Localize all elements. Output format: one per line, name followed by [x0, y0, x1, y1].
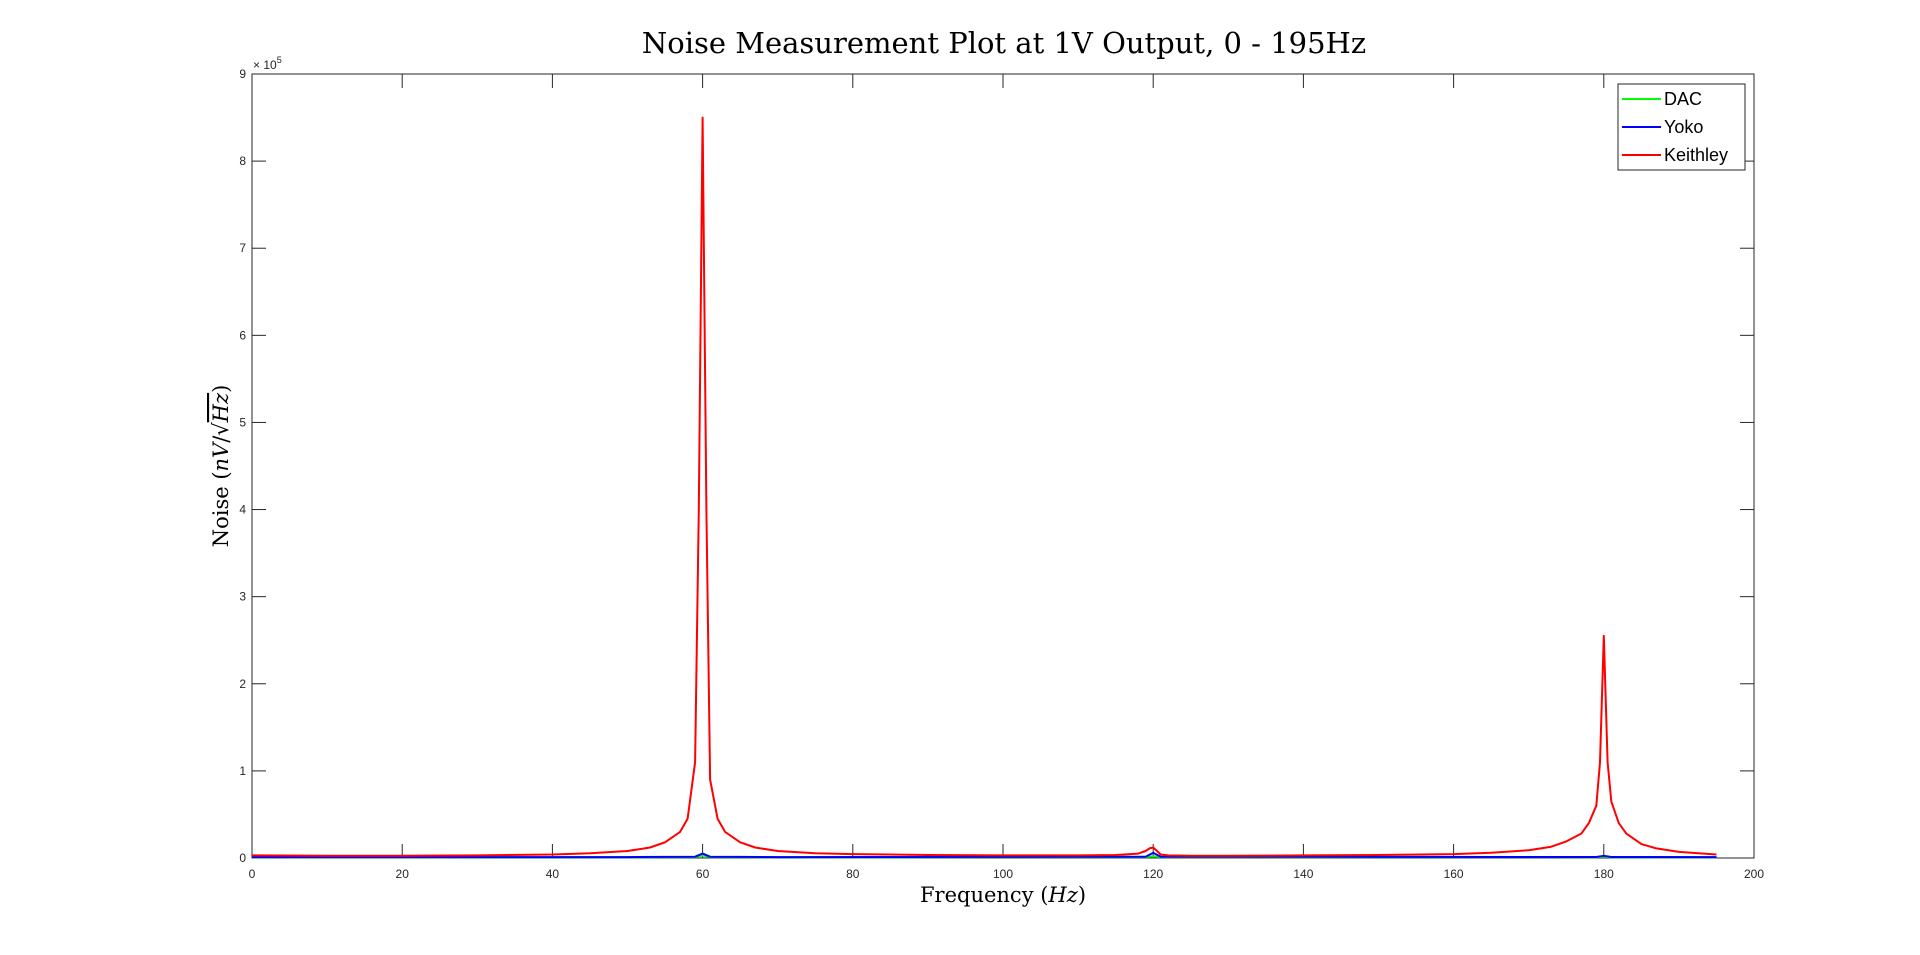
x-tick-labels: 0 20 40 60 80 100 120 140 160 180 200 — [249, 867, 1765, 881]
x-tick-label: 20 — [396, 867, 410, 881]
x-axis-label: Frequency (Hz) — [920, 883, 1086, 907]
plot-area-frame — [251, 73, 1755, 859]
y-tick-label: 8 — [239, 154, 246, 168]
y-tick-label: 1 — [239, 764, 246, 778]
legend: DAC Yoko Keithley — [1617, 83, 1746, 171]
y-tick-label: 6 — [239, 328, 246, 342]
y-axis-label: Noise (nV/√Hz) — [209, 385, 233, 548]
y-exponent-label: × 105 — [253, 55, 282, 72]
x-tick-label: 180 — [1594, 867, 1614, 881]
y-tick-label: 0 — [239, 851, 246, 865]
plot-axes: 0 20 40 60 80 100 120 140 160 180 200 0 1 2 3 4 5 6 7 8 9 — [239, 67, 1764, 881]
y-axis-label-math2: Hz — [209, 392, 233, 423]
series-line-yoko — [252, 851, 1717, 859]
x-tick-label: 40 — [546, 867, 560, 881]
series-line-keithley — [251, 116, 1717, 857]
x-tick-label: 0 — [249, 867, 256, 881]
y-tick-label: 4 — [239, 503, 246, 517]
y-axis-label-post: ) — [209, 385, 233, 393]
x-tick-label: 200 — [1744, 867, 1764, 881]
y-tick-label: 3 — [239, 590, 246, 604]
x-tick-label: 160 — [1444, 867, 1464, 881]
series-lines — [251, 116, 1717, 859]
x-axis-label-pre: Frequency ( — [920, 883, 1048, 907]
y-axis-label-slash: / — [209, 435, 233, 443]
x-tick-label: 100 — [993, 867, 1013, 881]
y-axis-label-pre: Noise ( — [209, 471, 233, 547]
y-tick-label: 2 — [239, 677, 246, 691]
svg-text:Noise (nV/√Hz): Noise (nV/√Hz) — [209, 385, 233, 548]
y-tick-labels: 0 1 2 3 4 5 6 7 8 9 — [239, 67, 246, 865]
legend-items: DAC Yoko Keithley — [1622, 89, 1728, 165]
y-exponent-power: 5 — [277, 55, 282, 65]
y-tick-label: 7 — [239, 241, 246, 255]
x-axis-label-post: ) — [1078, 883, 1086, 907]
legend-label-keithley: Keithley — [1664, 145, 1728, 165]
x-axis-label-math: Hz — [1047, 883, 1078, 907]
y-axis-label-math1: nV — [209, 441, 233, 472]
y-tick-label: 9 — [239, 67, 246, 81]
chart-title: Noise Measurement Plot at 1V Output, 0 -… — [642, 26, 1366, 60]
legend-label-yoko: Yoko — [1664, 117, 1703, 137]
y-exponent-base: × 10 — [253, 58, 277, 72]
x-tick-label: 80 — [846, 867, 860, 881]
x-tick-label: 140 — [1293, 867, 1313, 881]
legend-label-dac: DAC — [1664, 89, 1702, 109]
x-tick-label: 60 — [696, 867, 710, 881]
sqrt-sign: √ — [209, 422, 233, 436]
x-tick-label: 120 — [1143, 867, 1163, 881]
y-tick-label: 5 — [239, 415, 246, 429]
